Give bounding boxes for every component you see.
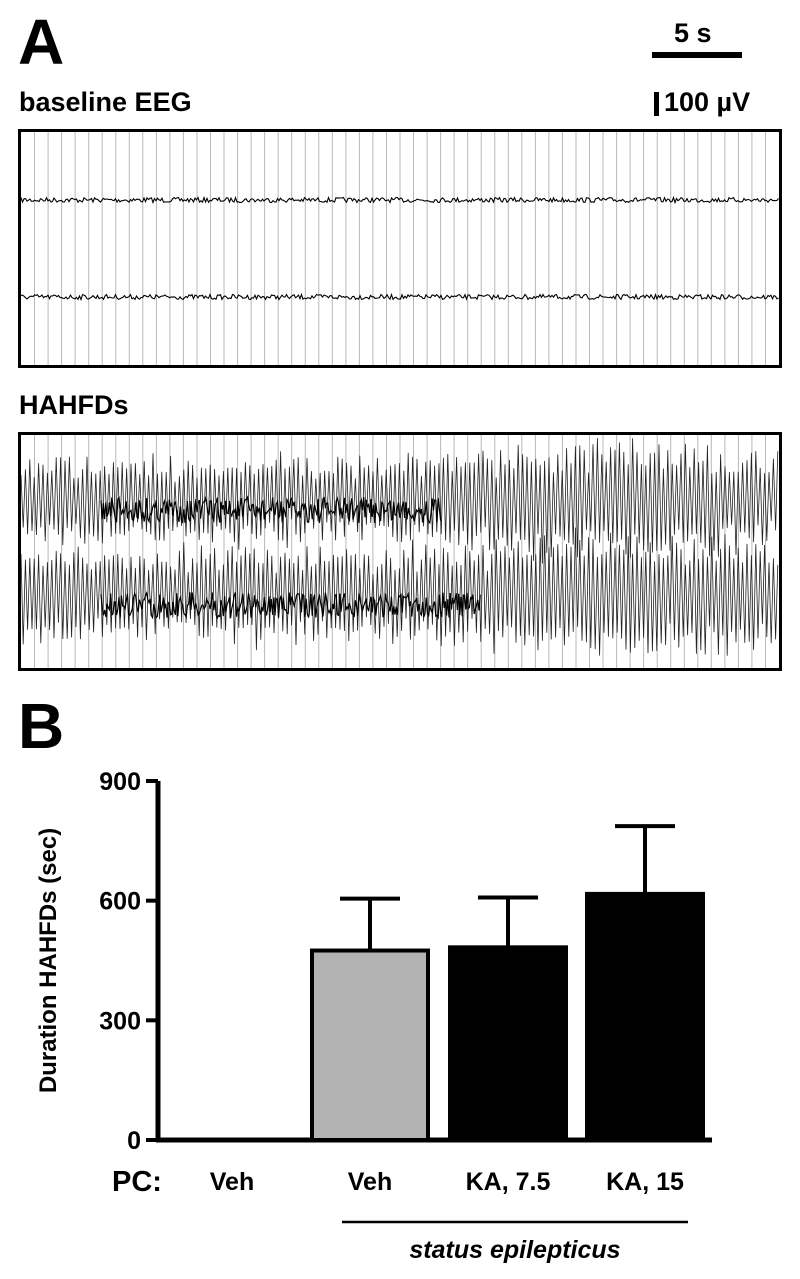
y-tick-label: 900 bbox=[99, 768, 141, 796]
hahfd-trace bbox=[18, 432, 782, 671]
y-tick-label: 0 bbox=[127, 1127, 141, 1155]
voltage-scale-bar bbox=[654, 92, 659, 116]
baseline-eeg-channel bbox=[21, 195, 779, 205]
hahfd-channel bbox=[21, 527, 779, 656]
category-label: Veh bbox=[210, 1168, 254, 1196]
hahfd-plot bbox=[21, 435, 779, 668]
x-axis-prefix: PC: bbox=[112, 1166, 162, 1198]
y-tick-label: 300 bbox=[99, 1007, 141, 1035]
baseline-eeg-trace bbox=[18, 129, 782, 368]
time-scale-label: 5 s bbox=[674, 18, 712, 48]
hahfd-dense-burst bbox=[100, 495, 442, 525]
y-axis-label: Duration HAHFDs (sec) bbox=[35, 828, 62, 1093]
hahfd-label: HAHFDs bbox=[19, 390, 129, 420]
bar bbox=[585, 891, 705, 1142]
bar bbox=[310, 948, 430, 1142]
category-label: Veh bbox=[348, 1168, 392, 1196]
panel-b-letter: B bbox=[18, 690, 65, 762]
y-tick-label: 600 bbox=[99, 888, 141, 916]
category-label: KA, 15 bbox=[606, 1168, 684, 1196]
hahfd-dense-burst bbox=[100, 590, 481, 620]
baseline-eeg-label: baseline EEG bbox=[19, 87, 192, 117]
group-bracket-label: status epilepticus bbox=[409, 1236, 620, 1264]
category-label: KA, 7.5 bbox=[466, 1168, 551, 1196]
time-scale-bar bbox=[652, 52, 742, 58]
panel-a-letter: A bbox=[18, 6, 65, 78]
voltage-scale-label: 100 µV bbox=[664, 87, 751, 117]
bar bbox=[448, 945, 568, 1142]
baseline-eeg-channel bbox=[21, 292, 779, 302]
baseline-eeg-plot bbox=[21, 132, 779, 365]
